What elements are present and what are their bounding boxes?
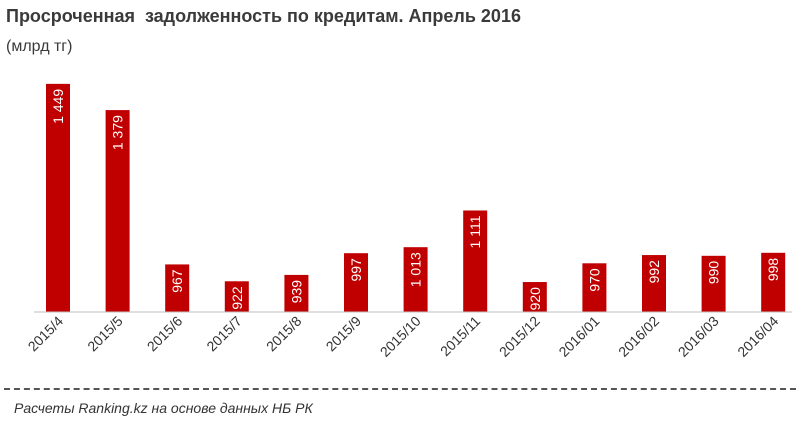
x-tick-labels: 2015/4 2015/5 2015/6 2015/7 2015/8 2015/9 2015… bbox=[25, 313, 782, 360]
x-tick-label: 2015/7 bbox=[203, 313, 245, 355]
x-tick-label: 2016/03 bbox=[675, 313, 722, 360]
x-tick-label: 2016/04 bbox=[734, 313, 781, 360]
bar-2016/04 bbox=[761, 252, 786, 312]
bar-value-label: 990 bbox=[706, 261, 722, 285]
bar-2016/03 bbox=[701, 255, 726, 312]
bar-value-label: 922 bbox=[229, 286, 245, 310]
bar-value-label: 1 013 bbox=[408, 252, 424, 287]
bar-value-label: 997 bbox=[348, 258, 364, 282]
x-tick-label: 2015/11 bbox=[437, 313, 484, 360]
source-note: Расчеты Ranking.kz на основе данных НБ Р… bbox=[14, 400, 313, 416]
x-tick-label: 2015/4 bbox=[25, 313, 67, 355]
bar-2015/5 bbox=[105, 110, 130, 312]
bar-value-label: 920 bbox=[527, 287, 543, 311]
bars-group: 1 449 1 379 967 922 939 997 1 013 1 111 920 970 99… bbox=[46, 83, 786, 312]
bar-2015/10 bbox=[403, 247, 428, 312]
x-tick-label: 2015/9 bbox=[323, 313, 365, 355]
x-tick-label: 2016/01 bbox=[555, 313, 602, 360]
bar-value-label: 939 bbox=[288, 280, 304, 304]
x-tick-label: 2015/12 bbox=[496, 313, 543, 360]
bar-value-label: 1 111 bbox=[467, 215, 483, 248]
bar-value-label: 1 379 bbox=[110, 115, 126, 150]
bar-value-label: 992 bbox=[646, 260, 662, 284]
bar-2015/11 bbox=[463, 210, 488, 312]
bar-2015/12 bbox=[522, 282, 547, 312]
bar-2015/4 bbox=[46, 83, 70, 312]
bar-2015/7 bbox=[224, 281, 249, 312]
separator-line bbox=[4, 388, 796, 390]
bar-value-label: 967 bbox=[169, 269, 185, 293]
x-tick-label: 2015/5 bbox=[84, 313, 126, 355]
bar-2015/9 bbox=[344, 253, 368, 312]
x-tick-label: 2016/02 bbox=[615, 313, 662, 360]
chart-unit: (млрд тг) bbox=[6, 38, 73, 55]
x-tick-label: 2015/8 bbox=[263, 313, 305, 355]
bar-value-label: 1 449 bbox=[50, 89, 66, 124]
x-tick-label: 2015/6 bbox=[144, 313, 186, 355]
chart-title: Просроченная задолженность по кредитам. … bbox=[6, 6, 521, 26]
bar-2015/8 bbox=[284, 274, 309, 312]
bar-2015/6 bbox=[165, 264, 190, 312]
x-tick-label: 2015/10 bbox=[377, 313, 424, 360]
bar-value-label: 998 bbox=[765, 258, 781, 282]
bar-value-label: 970 bbox=[586, 268, 602, 292]
bar-chart: 1 449 1 379 967 922 939 997 1 013 1 111 920 970 99… bbox=[25, 83, 792, 360]
bar-2016/02 bbox=[642, 255, 666, 312]
bar-2016/01 bbox=[582, 263, 607, 312]
